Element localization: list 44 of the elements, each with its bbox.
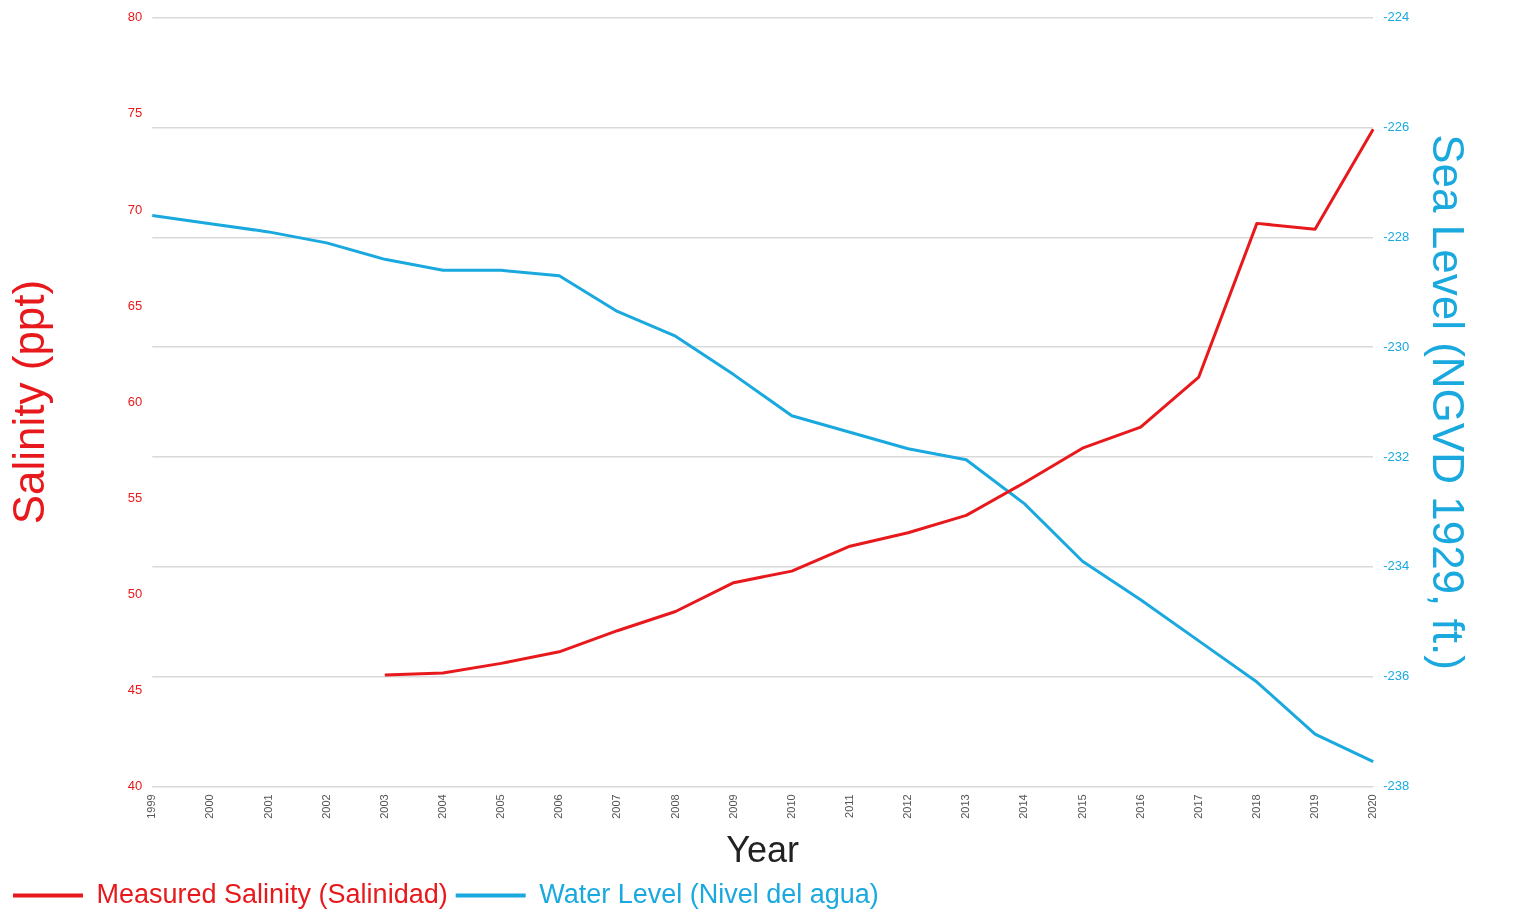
y-axis-title: Salinity (ppt) — [3, 279, 53, 525]
legend-label: Water Level (Nivel del agua) — [539, 878, 879, 909]
y2-tick-label: -230 — [1383, 338, 1410, 354]
x-tick-label: 2019 — [1308, 794, 1321, 819]
legend-label: Measured Salinity (Salinidad) — [96, 878, 448, 909]
y-tick-label: 50 — [127, 585, 143, 601]
y2-tick-label: -236 — [1383, 668, 1410, 684]
y-tick-label: 75 — [127, 105, 143, 121]
x-tick-label: 2009 — [726, 794, 739, 819]
y-tick-label: 40 — [127, 777, 143, 793]
x-tick-label: 2006 — [552, 794, 565, 819]
x-tick-label: 2012 — [901, 794, 914, 819]
x-tick-label: 2005 — [494, 794, 507, 819]
x-tick-label: 2007 — [610, 794, 623, 819]
x-tick-label: 2013 — [959, 794, 972, 819]
x-tick-label: 2015 — [1075, 794, 1088, 819]
x-tick-label: 2008 — [668, 794, 681, 819]
x-tick-label: 2010 — [784, 794, 797, 819]
y2-tick-label: -226 — [1383, 119, 1410, 135]
y-tick-label: 60 — [127, 393, 143, 409]
y2-tick-label: -224 — [1383, 9, 1410, 25]
x-tick-label: 2020 — [1366, 794, 1379, 819]
y-tick-label: 55 — [127, 489, 143, 505]
x-tick-label: 2017 — [1191, 794, 1204, 819]
x-tick-label: 1999 — [145, 794, 158, 819]
x-tick-label: 2000 — [203, 794, 216, 819]
x-tick-label: 2016 — [1133, 794, 1146, 819]
y2-tick-label: -234 — [1383, 558, 1410, 574]
y2-tick-label: -232 — [1383, 448, 1410, 464]
y-tick-label: 70 — [127, 201, 143, 217]
y2-tick-label: -228 — [1383, 228, 1410, 244]
y2-tick-label: -238 — [1383, 777, 1410, 793]
x-tick-label: 2001 — [261, 794, 274, 819]
x-tick-label: 2002 — [319, 794, 332, 819]
y2-axis-title: Sea Level (NGVD 1929, ft.) — [1424, 134, 1474, 670]
x-tick-label: 2003 — [377, 794, 390, 819]
x-tick-label: 2004 — [435, 794, 448, 819]
x-tick-label: 2011 — [842, 794, 855, 818]
x-axis-title: Year — [726, 829, 800, 871]
x-tick-label: 2018 — [1249, 794, 1262, 819]
y-tick-label: 65 — [127, 297, 143, 313]
x-tick-label: 2014 — [1017, 794, 1030, 819]
y-tick-label: 80 — [127, 9, 143, 25]
y-tick-label: 45 — [127, 681, 143, 697]
